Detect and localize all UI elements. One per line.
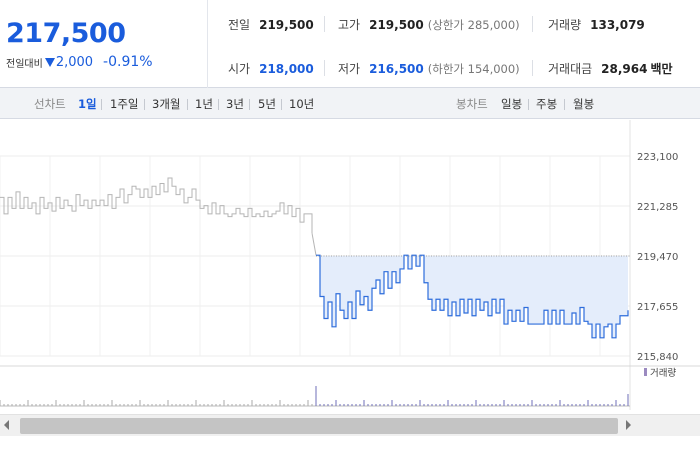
volume-legend-swatch xyxy=(644,368,647,376)
divider xyxy=(564,99,565,110)
stat-volume: 거래량 133,079 xyxy=(548,16,645,33)
candle-chart-label: 봉차트 xyxy=(456,97,488,111)
candle-tab-monthly[interactable]: 월봉 xyxy=(573,97,595,111)
prev-day-price-line xyxy=(0,177,313,234)
period-tab-3m[interactable]: 3개월 xyxy=(152,97,181,111)
change-percent: -0.91% xyxy=(103,54,153,70)
divider xyxy=(532,60,533,76)
stat-label: 시가 xyxy=(228,62,251,76)
line-chart-label: 선차트 xyxy=(34,97,66,111)
scroll-thumb[interactable] xyxy=(20,418,618,434)
stat-trade-amount: 거래대금 28,964 백만 xyxy=(548,60,673,77)
stat-value: 219,500 xyxy=(369,18,424,32)
stat-value: 28,964 xyxy=(601,62,648,76)
stat-open: 시가 218,000 xyxy=(228,60,314,77)
divider xyxy=(218,99,219,110)
stat-unit: 백만 xyxy=(650,62,673,76)
current-price-box: 217,500 전일대비 2,000 -0.91% xyxy=(0,0,208,88)
change-label: 전일대비 xyxy=(6,58,43,70)
chart-svg: 223,100 221,285 219,470 217,655 215,840 거래량 xyxy=(0,120,700,410)
divider xyxy=(528,99,529,110)
scroll-left-arrow-icon[interactable] xyxy=(4,420,9,430)
stat-label: 거래량 xyxy=(548,18,582,32)
divider xyxy=(101,99,102,110)
period-tab-1y[interactable]: 1년 xyxy=(195,97,213,111)
period-tab-3y[interactable]: 3년 xyxy=(226,97,244,111)
stat-label: 거래대금 xyxy=(548,62,593,76)
divider xyxy=(324,16,325,32)
current-price: 217,500 xyxy=(6,18,126,49)
bottom-spacer xyxy=(0,436,700,450)
y-tick-label: 215,840 xyxy=(637,352,678,363)
stat-value: 219,500 xyxy=(259,18,314,32)
candle-tab-daily[interactable]: 일봉 xyxy=(501,97,523,111)
y-tick-label: 219,470 xyxy=(637,252,678,263)
divider xyxy=(249,99,250,110)
price-summary: 217,500 전일대비 2,000 -0.91% 전일 219,500 시가 … xyxy=(0,0,700,88)
stat-value: 133,079 xyxy=(590,18,645,32)
chart-scrollbar[interactable] xyxy=(0,414,700,436)
period-tab-5y[interactable]: 5년 xyxy=(258,97,276,111)
stat-prev-close: 전일 219,500 xyxy=(228,16,314,33)
series-connector xyxy=(311,233,317,256)
stat-value: 218,000 xyxy=(259,62,314,76)
divider xyxy=(187,99,188,110)
volume-legend: 거래량 xyxy=(650,367,676,379)
period-tab-1w[interactable]: 1주일 xyxy=(110,97,139,111)
stat-low: 저가 216,500 (하한가 154,000) xyxy=(338,60,520,77)
price-change: 전일대비 2,000 -0.91% xyxy=(6,54,153,70)
stat-high: 고가 219,500 (상한가 285,000) xyxy=(338,16,520,33)
price-chart[interactable]: 223,100 221,285 219,470 217,655 215,840 거래량 xyxy=(0,120,700,410)
stat-label: 저가 xyxy=(338,62,361,76)
y-tick-label: 223,100 xyxy=(637,152,678,163)
period-tab-10y[interactable]: 10년 xyxy=(289,97,315,111)
candle-tab-weekly[interactable]: 주봉 xyxy=(536,97,558,111)
divider xyxy=(324,60,325,76)
divider xyxy=(144,99,145,110)
stat-note: (상한가 285,000) xyxy=(427,18,520,32)
change-value: 2,000 xyxy=(55,54,94,70)
chart-toolbar: 선차트 1일 1주일 3개월 1년 3년 5년 10년 봉차트 일봉 주봉 월봉 xyxy=(0,88,700,119)
period-tab-1d[interactable]: 1일 xyxy=(78,97,97,111)
scroll-right-arrow-icon[interactable] xyxy=(626,420,631,430)
stat-label: 전일 xyxy=(228,18,251,32)
divider xyxy=(281,99,282,110)
stat-label: 고가 xyxy=(338,18,361,32)
y-tick-label: 217,655 xyxy=(637,302,678,313)
y-tick-label: 221,285 xyxy=(637,202,678,213)
today-price-line xyxy=(316,254,629,339)
today-fill-area xyxy=(316,255,628,338)
down-triangle-icon xyxy=(44,57,55,67)
divider xyxy=(532,16,533,32)
stat-note: (하한가 154,000) xyxy=(427,62,520,76)
stat-value: 216,500 xyxy=(369,62,424,76)
